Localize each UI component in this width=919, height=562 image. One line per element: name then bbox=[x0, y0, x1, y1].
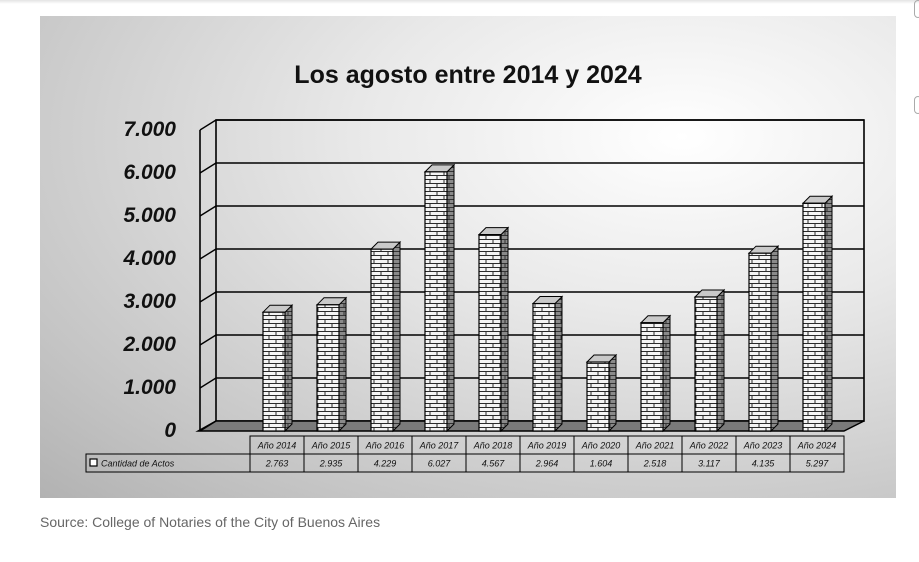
bar-front bbox=[532, 302, 556, 432]
value-label: 5.297 bbox=[806, 459, 830, 469]
value-label: 6.027 bbox=[428, 459, 452, 469]
bar bbox=[531, 295, 564, 433]
source-caption: Source: College of Notaries of the City … bbox=[40, 514, 381, 530]
chart-title: Los agosto entre 2014 y 2024 bbox=[294, 61, 642, 89]
bar-front bbox=[694, 296, 718, 432]
value-label: 4.229 bbox=[374, 459, 397, 469]
bar bbox=[369, 240, 402, 433]
bar-side bbox=[770, 244, 779, 433]
bar-front bbox=[586, 361, 610, 432]
y-tick-label: 1.000 bbox=[123, 376, 176, 399]
bar-front bbox=[316, 304, 340, 432]
category-label: Año 2019 bbox=[527, 441, 567, 451]
bar-side bbox=[284, 303, 293, 433]
category-label: Año 2017 bbox=[419, 441, 460, 451]
category-label: Año 2024 bbox=[797, 441, 837, 451]
bar-side bbox=[392, 240, 401, 433]
bar bbox=[477, 226, 510, 433]
bar-front bbox=[424, 171, 448, 432]
bar bbox=[693, 288, 726, 433]
bar-front bbox=[478, 234, 502, 432]
bar-side bbox=[446, 163, 455, 433]
bar-front bbox=[748, 252, 772, 432]
bar bbox=[801, 195, 834, 433]
scroll-marker bbox=[914, 0, 919, 18]
bar bbox=[423, 163, 456, 433]
bar-front bbox=[802, 202, 826, 432]
chart-figure: Cantidad de Actos Año 2014 2.763 Año 2015 2.… bbox=[40, 16, 896, 498]
y-tick-label: 3.000 bbox=[123, 290, 176, 313]
category-label: Año 2021 bbox=[635, 441, 675, 451]
category-label: Año 2022 bbox=[689, 441, 729, 451]
bar-side bbox=[500, 226, 509, 433]
gridline-side bbox=[199, 248, 217, 260]
bar bbox=[315, 296, 348, 433]
bar-side bbox=[716, 288, 725, 433]
legend-label: Cantidad de Actos bbox=[101, 459, 175, 469]
y-tick-label: 0 bbox=[164, 419, 176, 442]
bar-front bbox=[640, 322, 664, 432]
bar bbox=[585, 353, 618, 433]
bar bbox=[261, 303, 294, 433]
bar bbox=[639, 314, 672, 433]
gridline-side bbox=[199, 119, 217, 131]
value-label: 3.117 bbox=[698, 459, 721, 469]
y-tick-label: 4.000 bbox=[123, 247, 176, 270]
gridline-side bbox=[199, 420, 217, 432]
bar-side bbox=[824, 195, 833, 433]
bar-side bbox=[338, 296, 347, 433]
chart-canvas: Cantidad de Actos Año 2014 2.763 Año 2015 2.… bbox=[85, 119, 865, 473]
value-label: 1.604 bbox=[590, 459, 613, 469]
y-tick-label: 2.000 bbox=[123, 333, 176, 356]
gridline-side bbox=[199, 377, 217, 389]
bar-side bbox=[554, 295, 563, 433]
value-label: 4.135 bbox=[752, 459, 776, 469]
data-table-legend-cell bbox=[85, 453, 251, 473]
y-tick-label: 7.000 bbox=[123, 118, 176, 141]
bar-front bbox=[262, 311, 286, 432]
gridline-side bbox=[199, 334, 217, 346]
bar-front bbox=[370, 248, 394, 432]
category-label: Año 2014 bbox=[257, 441, 297, 451]
scroll-marker bbox=[914, 96, 919, 114]
category-label: Año 2016 bbox=[365, 441, 405, 451]
value-label: 2.964 bbox=[535, 459, 559, 469]
gridline-side bbox=[199, 205, 217, 217]
bar-side bbox=[608, 353, 617, 433]
gridline-side bbox=[199, 291, 217, 303]
gridline-side bbox=[199, 162, 217, 174]
category-label: Año 2018 bbox=[473, 441, 513, 451]
value-label: 2.518 bbox=[643, 459, 667, 469]
y-tick-label: 5.000 bbox=[123, 204, 176, 227]
y-tick-label: 6.000 bbox=[123, 161, 176, 184]
value-label: 4.567 bbox=[482, 459, 506, 469]
bar bbox=[747, 244, 780, 433]
value-label: 2.935 bbox=[319, 459, 344, 469]
value-label: 2.763 bbox=[265, 459, 289, 469]
bar-side bbox=[662, 314, 671, 433]
category-label: Año 2023 bbox=[743, 441, 783, 451]
legend-key bbox=[89, 458, 98, 467]
category-label: Año 2020 bbox=[581, 441, 621, 451]
top-divider bbox=[0, 0, 919, 4]
category-label: Año 2015 bbox=[311, 441, 352, 451]
